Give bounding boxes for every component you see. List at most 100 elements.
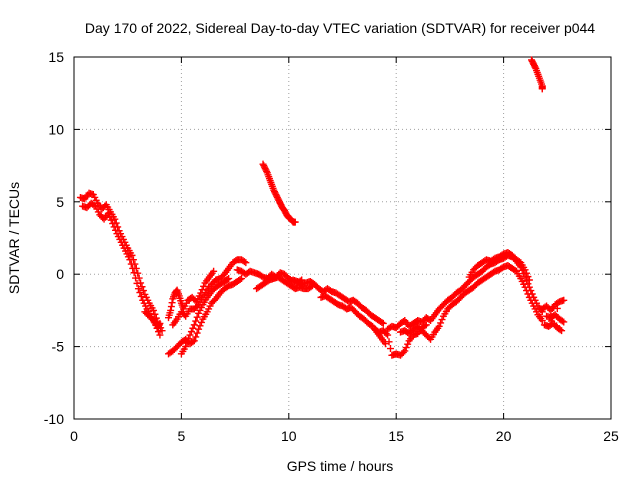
data-point (523, 287, 531, 295)
data-point (156, 319, 164, 327)
data-point (291, 218, 299, 226)
data-point (560, 318, 568, 326)
data-point (548, 317, 556, 325)
plot-frame (73, 56, 612, 420)
data-point (558, 317, 566, 325)
data-point (138, 283, 146, 291)
y-tick-label: -10 (44, 411, 64, 427)
series-track-j (289, 276, 387, 327)
data-point (263, 167, 271, 175)
series-track-o (371, 321, 430, 359)
data-point (521, 266, 529, 274)
data-point (524, 273, 532, 281)
data-point (381, 340, 389, 348)
series-track-f (165, 275, 246, 358)
y-tick-label: 5 (56, 194, 64, 210)
x-tick-label: 0 (70, 428, 78, 444)
data-point (196, 322, 204, 330)
data-point (110, 223, 118, 231)
data-point (193, 329, 201, 337)
data-point (238, 275, 246, 283)
data-point (155, 321, 163, 329)
data-point (438, 316, 446, 324)
data-point (111, 215, 119, 223)
data-point (129, 264, 137, 272)
data-point (189, 324, 197, 332)
data-point (192, 317, 200, 325)
series-track-k (317, 292, 389, 348)
data-point (127, 260, 135, 268)
axis-ticks: 0 5 10 15 20 25 -10 -5 0 5 10 15 (44, 49, 619, 444)
data-point (556, 326, 564, 334)
data-point (90, 201, 98, 209)
data-point (382, 330, 390, 338)
data-point (538, 85, 546, 93)
data-point (210, 267, 218, 275)
data-point (106, 213, 114, 221)
data-point (104, 209, 112, 217)
data-point (437, 319, 445, 327)
data-point (236, 276, 244, 284)
data-point (190, 337, 198, 345)
data-point (538, 317, 546, 325)
data-point (193, 313, 201, 321)
data-point (182, 343, 190, 351)
series-track-n (396, 262, 546, 343)
data-point (223, 276, 231, 284)
data-point (399, 348, 407, 356)
data-point (558, 327, 566, 335)
data-point (156, 331, 164, 339)
series-track-g (177, 275, 233, 358)
data-point (168, 299, 176, 307)
x-tick-label: 15 (388, 428, 404, 444)
chart-title: Day 170 of 2022, Sidereal Day-to-day VTE… (85, 20, 595, 36)
series-track-c (141, 308, 164, 332)
data-point (192, 333, 200, 341)
data-point (186, 331, 194, 339)
data-point (531, 63, 539, 71)
data-point (242, 259, 250, 267)
data-point (137, 292, 145, 300)
data-point (128, 251, 136, 259)
data-point (200, 282, 208, 290)
data-point (197, 318, 205, 326)
data-point (553, 304, 561, 312)
x-axis-label: GPS time / hours (287, 458, 394, 474)
data-point (107, 216, 115, 224)
x-tick-label: 5 (178, 428, 186, 444)
data-point (158, 327, 166, 335)
data-point (523, 269, 531, 277)
data-point (402, 344, 410, 352)
series-track-m (384, 251, 546, 333)
data-point (525, 276, 533, 284)
data-point (148, 315, 156, 323)
data-point (384, 331, 392, 339)
data-point (149, 306, 157, 314)
data-point (130, 269, 138, 277)
data-point (132, 274, 140, 282)
x-tick-label: 20 (496, 428, 512, 444)
x-tick-label: 10 (281, 428, 297, 444)
data-point (435, 322, 443, 330)
data-point (112, 226, 120, 234)
data-point (404, 340, 412, 348)
data-point (167, 303, 175, 311)
data-point (133, 279, 141, 287)
data-point (386, 345, 394, 353)
data-point (167, 306, 175, 314)
series-track-a (76, 189, 166, 335)
y-tick-label: 0 (56, 266, 64, 282)
series-track-q (538, 296, 568, 335)
series-track-r (528, 56, 546, 93)
data-point (139, 287, 147, 295)
x-tick-label: 25 (603, 428, 619, 444)
data-point (553, 322, 561, 330)
data-point (187, 328, 195, 336)
data-point (183, 339, 191, 347)
series-track-l (259, 160, 299, 226)
data-point (240, 258, 248, 266)
data-point (126, 256, 134, 264)
data-point (136, 289, 144, 297)
data-point (378, 318, 386, 326)
y-tick-label: 15 (48, 49, 64, 65)
